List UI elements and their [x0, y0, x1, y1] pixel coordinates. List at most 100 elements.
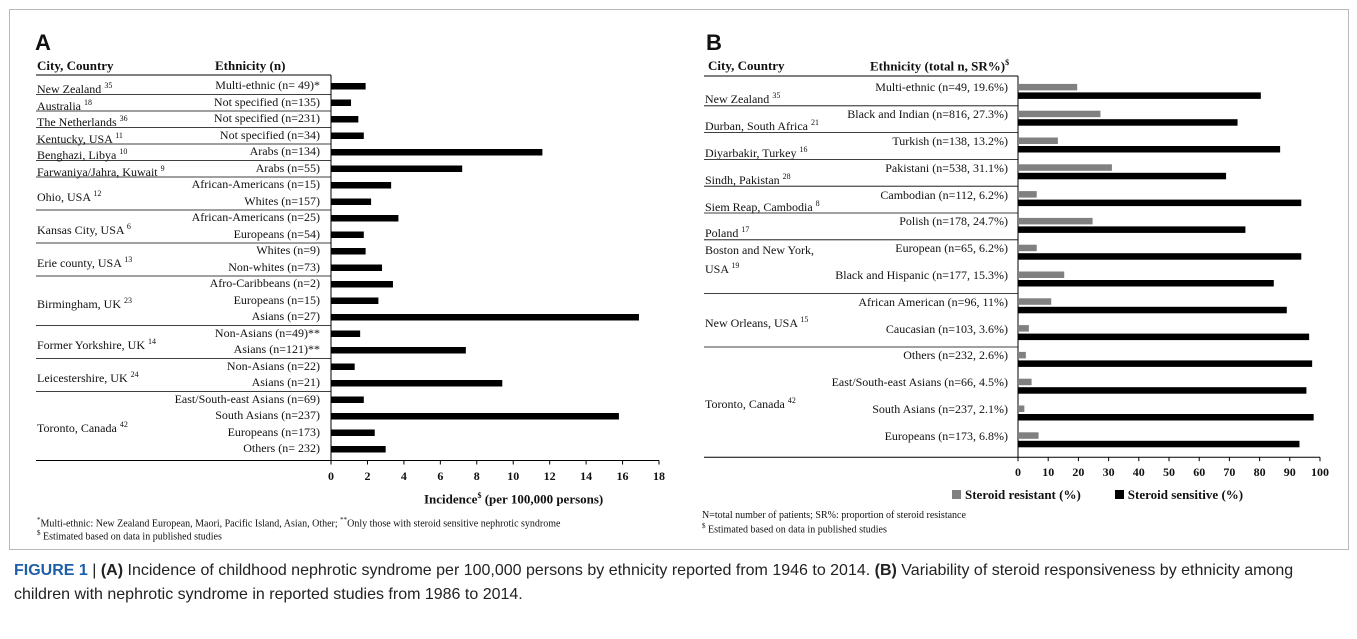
x-tick-label: 0 — [328, 468, 334, 483]
x-tick-label: 100 — [1311, 465, 1329, 480]
city-reference: 14 — [148, 337, 156, 346]
x-tick-label: 10 — [1042, 465, 1055, 480]
incidence-bar — [331, 330, 361, 337]
city-name: Diyarbakir, Turkey — [705, 146, 797, 160]
city-name: Erie county, USA — [37, 255, 122, 270]
ethnicity-label: Asians (n=21) — [251, 375, 320, 390]
ethnicity-label: Cambodian (n=112, 6.2%) — [880, 187, 1008, 202]
x-tick-label: 16 — [616, 468, 629, 483]
sensitive-bar — [1018, 440, 1300, 448]
city-reference: 8 — [815, 198, 820, 208]
x-tick-label: 50 — [1163, 465, 1175, 480]
city-label: Leicestershire, UK 24 — [37, 367, 139, 386]
city-reference: 35 — [772, 91, 781, 101]
footnote-sup: ** — [340, 516, 348, 524]
city-label: Australia 18 — [37, 95, 92, 114]
ethnicity-label: Europeans (n=173) — [227, 424, 320, 439]
incidence-bar — [331, 429, 375, 436]
sensitive-bar — [1018, 172, 1227, 180]
x-tick-label: 40 — [1132, 465, 1145, 480]
city-name: New Zealand — [37, 82, 102, 97]
panel-b-footnote-1: N=total number of patients; SR%: proport… — [702, 510, 966, 521]
resistant-bar — [1018, 378, 1032, 386]
x-tick-label: 70 — [1223, 465, 1236, 480]
incidence-bar — [331, 297, 379, 304]
city-label: New Zealand 35 — [705, 88, 780, 107]
resistant-bar — [1018, 191, 1037, 198]
x-tick-label: 4 — [400, 468, 407, 483]
footnote-sup: * — [37, 516, 41, 524]
x-tick-label: 80 — [1253, 465, 1266, 480]
sensitive-bar — [1018, 92, 1261, 99]
panel-b-ethnicity-header-sup: $ — [1005, 58, 1010, 67]
city-label: Birmingham, UK 23 — [37, 293, 132, 312]
resistant-bar — [1018, 325, 1029, 332]
city-label: Ohio, USA 12 — [37, 186, 101, 205]
city-label: Benghazi, Libya 10 — [37, 144, 127, 163]
city-name: Poland — [705, 226, 739, 241]
ethnicity-label: Not specified (n=34) — [219, 127, 320, 142]
resistant-bar — [1018, 244, 1037, 252]
ethnicity-label: Black and Indian (n=816, 27.3%) — [847, 107, 1008, 122]
city-reference: 23 — [124, 295, 132, 305]
incidence-bar — [331, 347, 466, 354]
resistant-bar — [1018, 137, 1058, 144]
sensitive-bar — [1018, 199, 1302, 207]
ethnicity-label: Multi-ethnic (n= 49)* — [215, 78, 320, 93]
footnote-text: Estimated based on data in published stu… — [40, 531, 222, 543]
incidence-bar — [331, 83, 366, 90]
city-label: Poland 17 — [705, 222, 749, 241]
city-name: Farwaniya/Jahra, Kuwait — [37, 164, 158, 179]
city-reference: 13 — [124, 254, 133, 264]
ethnicity-label: Multi-ethnic (n=49, 19.6%) — [875, 80, 1008, 95]
incidence-bar — [331, 165, 463, 172]
city-reference: 10 — [119, 147, 128, 157]
x-tick-label: 20 — [1072, 465, 1085, 480]
panel-a-ethnicity-header: Ethnicity (n) — [215, 58, 286, 73]
x-tick-label: 18 — [653, 468, 665, 483]
caption-a-letter: (A) — [100, 562, 124, 579]
legend-label-sensitive: Steroid sensitive (%) — [1127, 487, 1244, 502]
ethnicity-label: Polish (n=178, 24.7%) — [899, 214, 1008, 229]
sensitive-bar — [1018, 119, 1238, 126]
sensitive-bar — [1018, 360, 1313, 367]
panel-a-letter: A — [35, 30, 51, 55]
resistant-bar — [1018, 110, 1101, 118]
resistant-bar — [1018, 164, 1112, 171]
ethnicity-label: South Asians (n=237) — [215, 408, 320, 423]
resistant-bar — [1018, 217, 1093, 225]
city-label: Boston and New York, USA 19 — [705, 243, 814, 277]
city-label: Toronto, Canada 42 — [705, 393, 796, 412]
panel-b-letter: B — [706, 30, 722, 55]
incidence-bar — [331, 446, 386, 453]
ethnicity-label: Europeans (n=54) — [233, 226, 320, 241]
city-name: Birmingham, UK — [37, 296, 121, 311]
ethnicity-label: Asians (n=121)** — [233, 342, 320, 357]
resistant-bar — [1018, 271, 1065, 278]
ethnicity-label: South Asians (n=237, 2.1%) — [872, 402, 1008, 416]
ethnicity-label: Asians (n=27) — [251, 309, 320, 324]
ethnicity-label: European (n=65, 6.2%) — [895, 241, 1008, 256]
ethnicity-label: East/South-east Asians (n=69) — [174, 391, 320, 406]
figure-caption: FIGURE 1 | (A) Incidence of childhood ne… — [14, 559, 1344, 607]
ethnicity-label: Non-whites (n=73) — [228, 259, 320, 274]
incidence-bar — [331, 99, 352, 106]
x-tick-label: 12 — [543, 468, 556, 483]
city-label: Erie county, USA 13 — [37, 252, 132, 271]
panel-a-footnote-1: *Multi-ethnic: New Zealand European, Mao… — [37, 516, 560, 529]
incidence-bar — [331, 231, 364, 238]
city-label: Durban, South Africa 21 — [705, 115, 819, 134]
incidence-bar — [331, 149, 543, 156]
ethnicity-label: Turkish (n=138, 13.2%) — [892, 134, 1008, 148]
city-reference: 35 — [104, 81, 113, 91]
city-label: Diyarbakir, Turkey 16 — [705, 142, 808, 161]
legend-swatch-resistant — [952, 490, 961, 499]
figure-frame — [9, 9, 1349, 550]
ethnicity-label: Arabs (n=134) — [249, 144, 320, 159]
city-name: Benghazi, Libya — [37, 148, 117, 163]
incidence-bar — [331, 182, 392, 189]
ethnicity-label: Black and Hispanic (n=177, 15.3%) — [835, 268, 1008, 282]
city-name: Australia — [37, 98, 81, 113]
